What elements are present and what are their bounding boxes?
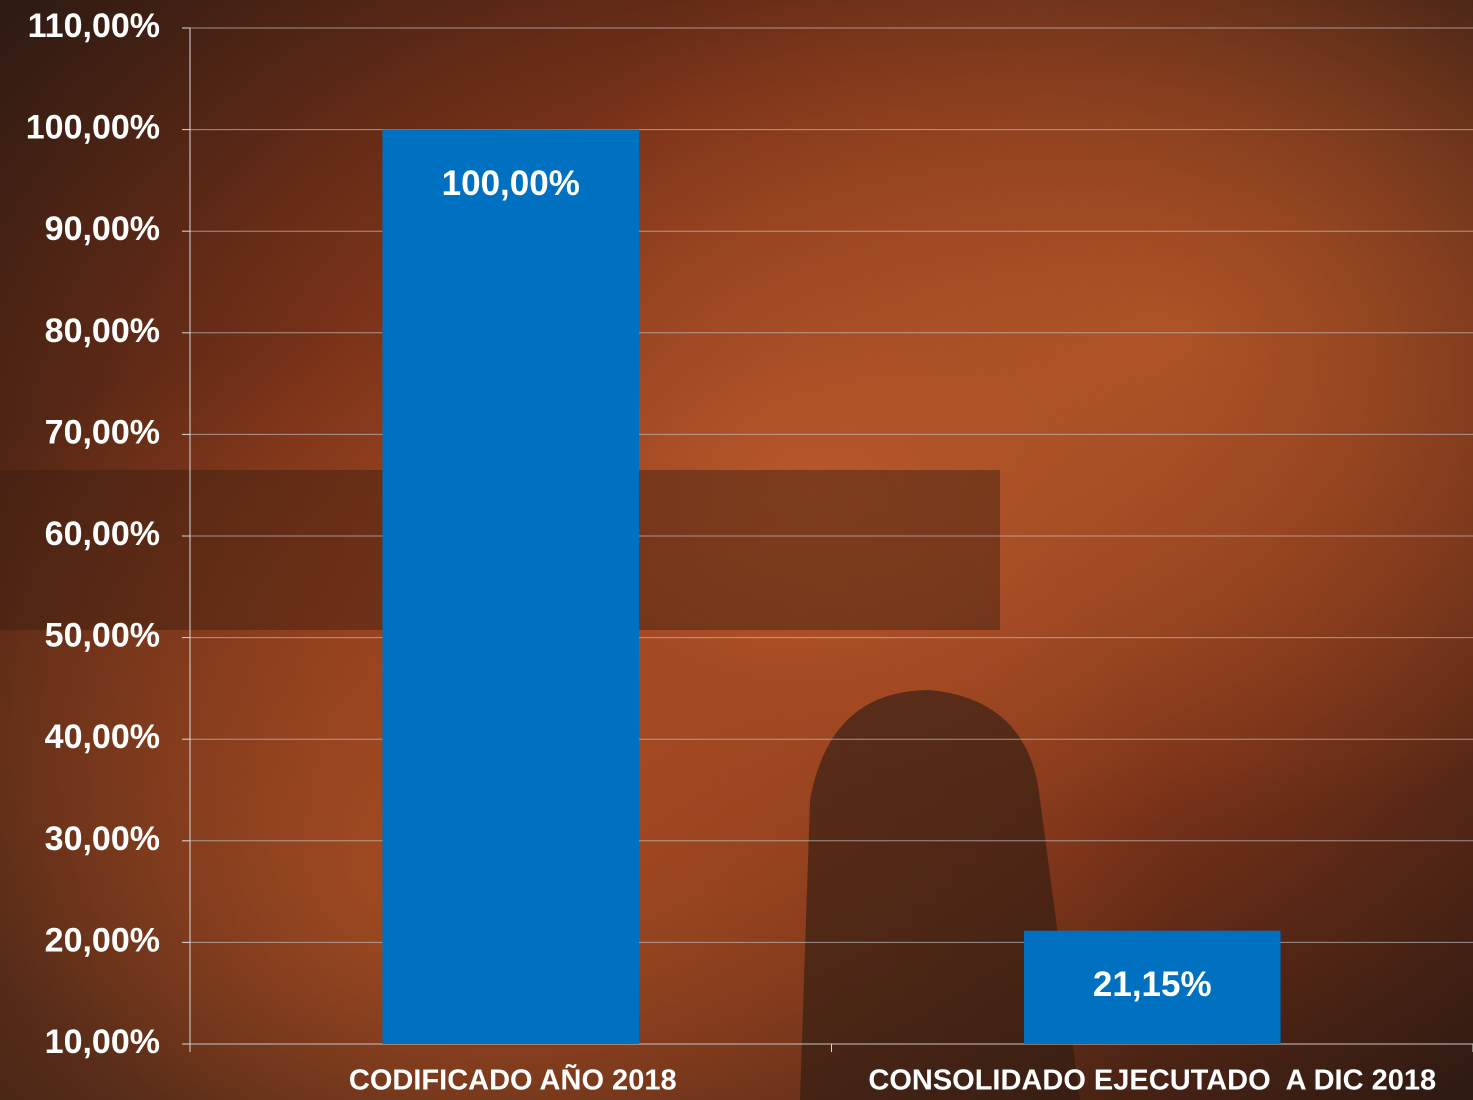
background-figure (800, 690, 1080, 1100)
value-label: 21,15% (1093, 965, 1212, 1004)
y-tick-label: 80,00% (45, 312, 160, 350)
x-tick-label: CODIFICADO AÑO 2018 (349, 1063, 677, 1097)
value-label: 100,00% (442, 164, 580, 203)
y-tick-label: 50,00% (45, 617, 160, 655)
bar (1023, 930, 1281, 1044)
y-tick-label: 40,00% (45, 718, 160, 756)
y-tick-label: 10,00% (45, 1023, 160, 1061)
y-tick-label: 60,00% (45, 515, 160, 553)
y-tick-label: 90,00% (45, 210, 160, 248)
x-tick-label: CONSOLIDADO EJECUTADO A DIC 2018 (868, 1065, 1436, 1097)
y-tick-label: 100,00% (26, 109, 160, 147)
y-tick-label: 110,00% (28, 7, 160, 45)
bar (382, 129, 640, 1045)
y-tick-label: 70,00% (45, 413, 160, 451)
y-tick-label: 20,00% (45, 921, 160, 959)
y-tick-label: 30,00% (45, 820, 160, 858)
